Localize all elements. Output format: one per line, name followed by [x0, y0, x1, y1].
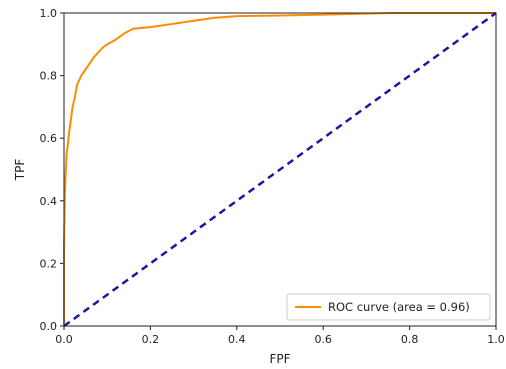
y-tick-label: 0.4: [40, 195, 58, 208]
plot-frame: [63, 12, 497, 327]
y-tick-label: 0.8: [40, 70, 58, 83]
x-tick-label: 0.0: [55, 333, 73, 346]
x-axis-ticks: 0.0 0.2 0.4 0.6 0.8 1.0: [55, 326, 505, 346]
roc-curve-line: [63, 12, 496, 326]
y-tick-label: 1.0: [40, 7, 58, 20]
legend-box: [286, 293, 491, 321]
series-layer: [63, 11, 497, 328]
y-tick-label: 0.0: [40, 320, 58, 333]
chance-diagonal-line: [63, 11, 497, 328]
x-tick-label: 1.0: [487, 333, 505, 346]
x-tick-label: 0.4: [228, 333, 246, 346]
x-tick-label: 0.6: [314, 333, 332, 346]
x-tick-label: 0.2: [142, 333, 160, 346]
x-axis-label: FPF: [269, 352, 290, 366]
legend: ROC curve (area = 0.96): [286, 293, 491, 321]
legend-label: ROC curve (area = 0.96): [328, 300, 470, 314]
x-tick-label: 0.8: [401, 333, 419, 346]
y-tick-label: 0.2: [40, 257, 58, 270]
y-axis-label: TPF: [13, 159, 27, 182]
y-axis-ticks: 0.0 0.2 0.4 0.6 0.8 1.0: [40, 7, 64, 333]
y-tick-label: 0.6: [40, 132, 58, 145]
